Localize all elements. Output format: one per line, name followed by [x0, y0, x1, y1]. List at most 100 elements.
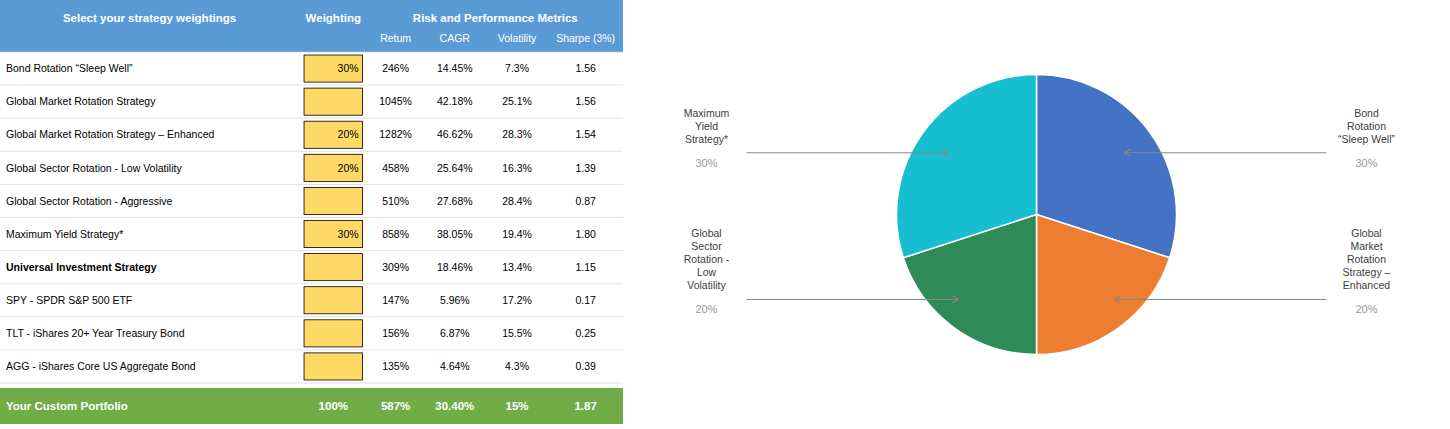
slice-label-line: Bond	[1354, 107, 1379, 119]
leader-line	[747, 152, 949, 153]
row-divider	[0, 217, 623, 218]
slice-value: 30%	[1355, 157, 1377, 169]
row-name: Bond Rotation “Sleep Well”	[6, 62, 133, 74]
slices	[897, 75, 1177, 355]
weighting-box	[304, 187, 363, 214]
column-label: CAGR	[440, 32, 471, 44]
slice-label-line: Strategy*	[685, 133, 728, 145]
column-label: Retum	[380, 32, 411, 44]
metric-value: 14.45%	[437, 62, 473, 74]
slice-label-line: Market	[1350, 240, 1382, 252]
metric-value: 46.62%	[437, 128, 473, 140]
row-name: Global Market Rotation Strategy	[6, 95, 156, 107]
slice-label-line: Global	[691, 227, 721, 239]
metric-value: 135%	[382, 360, 409, 372]
weighting-box	[304, 353, 363, 380]
slice-label-line: Rotation -	[684, 253, 730, 265]
metric-value: 7.3%	[505, 62, 529, 74]
metric-value: 1.15	[575, 261, 596, 273]
slice-label-line: Volatility	[687, 279, 726, 291]
weighting-value: 30%	[338, 228, 359, 240]
weighting-box	[304, 254, 363, 281]
metric-value: 38.05%	[437, 228, 473, 240]
row-divider	[0, 52, 623, 53]
metric-value: 1282%	[379, 128, 412, 140]
metric-value: 1.39	[575, 162, 596, 174]
header-label: Weighting	[306, 12, 361, 24]
slice-label-line: Enhanced	[1343, 279, 1390, 291]
weighting-box	[304, 88, 363, 115]
slice-label: GlobalMarketRotationStrategy –Enhanced	[1343, 227, 1391, 291]
slice-label-line: Yield	[695, 120, 718, 132]
header-label: Select your strategy weightings	[63, 12, 236, 24]
row-name: Global Sector Rotation - Low Volatility	[6, 162, 182, 174]
metric-value: 15.5%	[502, 327, 532, 339]
weighting-value: 30%	[338, 62, 359, 74]
row-divider	[0, 184, 623, 185]
slice-value: 20%	[695, 303, 717, 315]
metric-value: 246%	[382, 62, 409, 74]
slice-label-line: “Sleep Well”	[1338, 133, 1395, 145]
metric-value: 6.87%	[440, 327, 470, 339]
row-divider	[0, 250, 623, 251]
slice-label-line: Maximum	[684, 107, 730, 119]
footer-label: 15%	[506, 400, 529, 412]
table: Select your strategy weightings Weighting…	[0, 0, 623, 424]
metric-value: 13.4%	[502, 261, 532, 273]
slice-label: MaximumYieldStrategy*	[684, 107, 730, 145]
slice-label-line: Strategy –	[1343, 266, 1391, 278]
metric-value: 5.96%	[440, 294, 470, 306]
column-label: Volatility	[498, 32, 537, 44]
row-name: TLT - iShares 20+ Year Treasury Bond	[6, 327, 185, 339]
footer-label: 1.87	[574, 400, 596, 412]
slice-value: 30%	[695, 157, 717, 169]
leader-line	[1114, 299, 1326, 300]
header-label: Risk and Performance Metrics	[413, 12, 578, 24]
metric-value: 1.56	[575, 95, 596, 107]
metric-value: 147%	[382, 294, 409, 306]
pie: BondRotation“Sleep Well”30%GlobalMarketR…	[684, 75, 1396, 355]
row-divider	[0, 283, 623, 284]
weighting-value: 20%	[338, 162, 359, 174]
metric-value: 0.17	[575, 294, 596, 306]
slice-label: GlobalSectorRotation -LowVolatility	[684, 227, 730, 291]
metric-value: 0.25	[575, 327, 596, 339]
metric-value: 510%	[382, 195, 409, 207]
metric-value: 28.3%	[502, 128, 532, 140]
metric-value: 458%	[382, 162, 409, 174]
slice	[1037, 215, 1170, 355]
row-divider	[0, 349, 623, 350]
metric-value: 309%	[382, 261, 409, 273]
metric-value: 27.68%	[437, 195, 473, 207]
metric-value: 17.2%	[502, 294, 532, 306]
metric-value: 28.4%	[502, 195, 532, 207]
row-divider	[0, 316, 623, 317]
column-label: Sharpe (3%)	[556, 32, 615, 44]
chart: Select your strategy weightings Weighting…	[0, 0, 1450, 429]
row-name: AGG - iShares Core US Aggregate Bond	[6, 360, 196, 372]
metric-value: 156%	[382, 327, 409, 339]
weighting-box	[304, 320, 363, 347]
leader-line	[747, 299, 959, 300]
labels: BondRotation“Sleep Well”30%GlobalMarketR…	[684, 107, 1396, 316]
metric-value: 1.56	[575, 62, 596, 74]
slice-label-line: Rotation	[1347, 120, 1386, 132]
metric-value: 25.64%	[437, 162, 473, 174]
metric-value: 1.54	[575, 128, 596, 140]
slice	[897, 75, 1037, 258]
metric-value: 858%	[382, 228, 409, 240]
footer-label: 100%	[319, 400, 348, 412]
metric-value: 18.46%	[437, 261, 473, 273]
slice-label: BondRotation“Sleep Well”	[1338, 107, 1395, 145]
row-divider	[0, 85, 623, 86]
metric-value: 19.4%	[502, 228, 532, 240]
slice-label-line: Rotation	[1347, 253, 1386, 265]
slice-label-line: Sector	[691, 240, 722, 252]
row-name: Maximum Yield Strategy*	[6, 228, 123, 240]
slice-label-line: Low	[697, 266, 717, 278]
footer-label: 587%	[381, 400, 410, 412]
metric-value: 0.87	[575, 195, 596, 207]
footer-bg	[0, 388, 623, 424]
row-divider	[0, 383, 623, 384]
weighting-box	[304, 154, 363, 181]
